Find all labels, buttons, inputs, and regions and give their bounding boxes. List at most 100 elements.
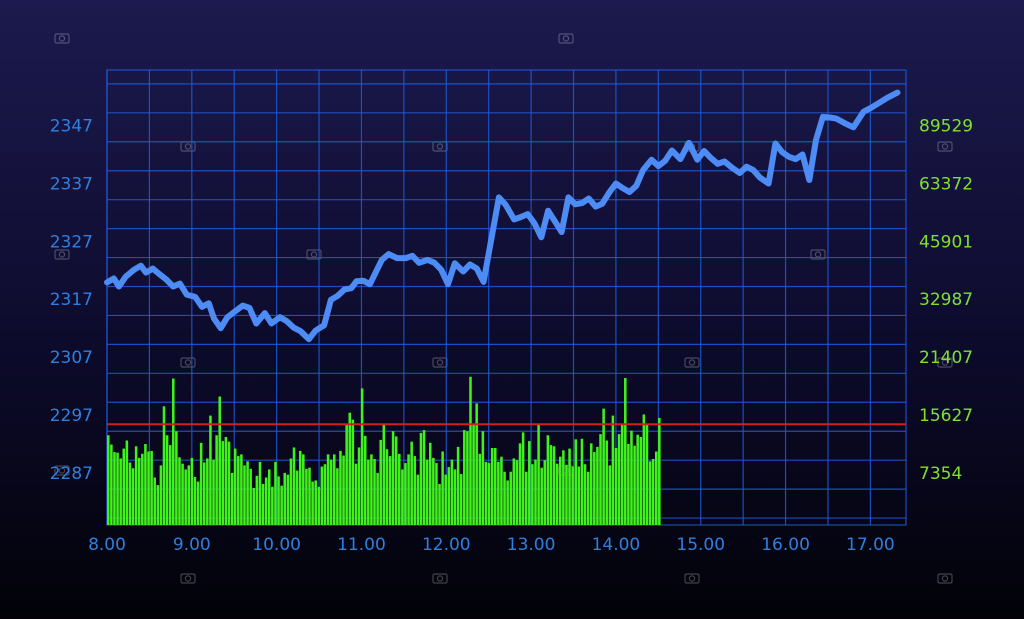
volume-bar (122, 448, 126, 525)
volume-bar (611, 415, 615, 525)
volume-bar (540, 467, 543, 525)
volume-bar (617, 434, 621, 525)
volume-bar (568, 448, 571, 525)
volume-bar (326, 454, 330, 525)
volume-bar (571, 466, 574, 525)
left-axis-labels: 2287 2297 2307 2317 2327 2337 2347 (50, 117, 93, 484)
volume-bar (193, 476, 197, 525)
volume-bar (654, 451, 658, 525)
volume-bar (531, 464, 534, 525)
right-tick-label: 45901 (919, 232, 973, 252)
volume-bar (481, 431, 485, 525)
x-tick-label: 17.00 (846, 535, 895, 555)
volume-bar (645, 424, 649, 525)
volume-bar (314, 480, 317, 525)
volume-bar (497, 461, 500, 525)
volume-bar (292, 447, 296, 525)
volume-bar (224, 437, 228, 525)
volume-bar (543, 460, 547, 525)
volume-bar (549, 445, 553, 525)
x-tick-label: 13.00 (507, 535, 556, 555)
volume-bar (302, 454, 305, 525)
volume-bar (444, 474, 447, 525)
volume-bar (168, 445, 172, 525)
volume-bar (398, 453, 401, 525)
volume-bar (311, 481, 314, 525)
volume-bar (156, 485, 160, 525)
volume-bar (367, 459, 370, 525)
volume-bar (113, 452, 116, 525)
volume-bar (274, 461, 277, 525)
volume-bar (583, 464, 587, 525)
camera-icon (684, 573, 700, 584)
volume-bar (363, 435, 367, 525)
camera-icon (54, 33, 70, 44)
volume-bar (181, 463, 184, 525)
x-tick-label: 10.00 (252, 535, 301, 555)
volume-bar (357, 447, 361, 525)
volume-bar (147, 451, 150, 525)
volume-bar (385, 449, 389, 525)
volume-bar (249, 468, 252, 525)
volume-bar (345, 424, 348, 525)
volume-bar (472, 424, 475, 525)
volume-bar (240, 454, 243, 525)
volume-bar (620, 424, 624, 525)
volume-bar (503, 471, 506, 525)
volume-bar (295, 470, 299, 525)
volume-bar (586, 471, 590, 525)
camera-icon (937, 357, 953, 368)
volume-bar (162, 406, 166, 525)
volume-bar (298, 450, 302, 525)
volume-bar (428, 442, 432, 525)
volume-bar (453, 469, 457, 525)
volume-bar (493, 448, 497, 525)
volume-bar (150, 450, 153, 525)
volume-bar (159, 465, 163, 525)
volume-bar (552, 446, 556, 525)
volume-bar (642, 414, 646, 525)
volume-bar (110, 444, 113, 525)
volume-bar (125, 440, 129, 525)
camera-icon (937, 141, 953, 152)
volume-bar (469, 376, 472, 525)
volume-bar (271, 486, 274, 525)
price-line (104, 89, 901, 343)
camera-icon (54, 465, 70, 476)
volume-bar (490, 448, 494, 525)
camera-icon (558, 33, 574, 44)
left-tick-label: 2287 (50, 464, 93, 484)
volume-bar (258, 461, 262, 525)
volume-bar (515, 460, 519, 525)
x-tick-label: 16.00 (761, 535, 810, 555)
x-tick-label: 9.00 (173, 535, 211, 555)
volume-bar (614, 448, 618, 525)
volume-bar (376, 472, 379, 525)
volume-bar (116, 452, 119, 525)
left-tick-label: 2307 (50, 348, 93, 368)
volume-bar (388, 456, 392, 525)
volume-bar (537, 424, 540, 525)
volume-bar (354, 463, 358, 525)
x-tick-label: 12.00 (422, 535, 471, 555)
volume-bar (243, 465, 246, 525)
volume-bar (286, 474, 290, 525)
volume-bar (267, 469, 271, 525)
volume-bar (237, 456, 240, 525)
camera-icon (180, 141, 196, 152)
volume-bar (187, 465, 191, 525)
volume-bar (562, 450, 565, 525)
volume-bar (636, 434, 639, 525)
right-axis-labels: 7354 15627 21407 32987 45901 63372 89529 (919, 117, 973, 484)
volume-bar (246, 461, 249, 525)
x-tick-label: 8.00 (88, 535, 126, 555)
volume-bar (233, 448, 237, 525)
volume-bar (342, 455, 345, 525)
left-tick-label: 2317 (50, 290, 93, 310)
volume-bar (107, 435, 110, 525)
x-tick-label: 14.00 (592, 535, 641, 555)
volume-bar (141, 453, 144, 525)
right-tick-label: 15627 (919, 406, 973, 426)
volume-bar (404, 463, 407, 525)
volume-bar (134, 446, 138, 525)
